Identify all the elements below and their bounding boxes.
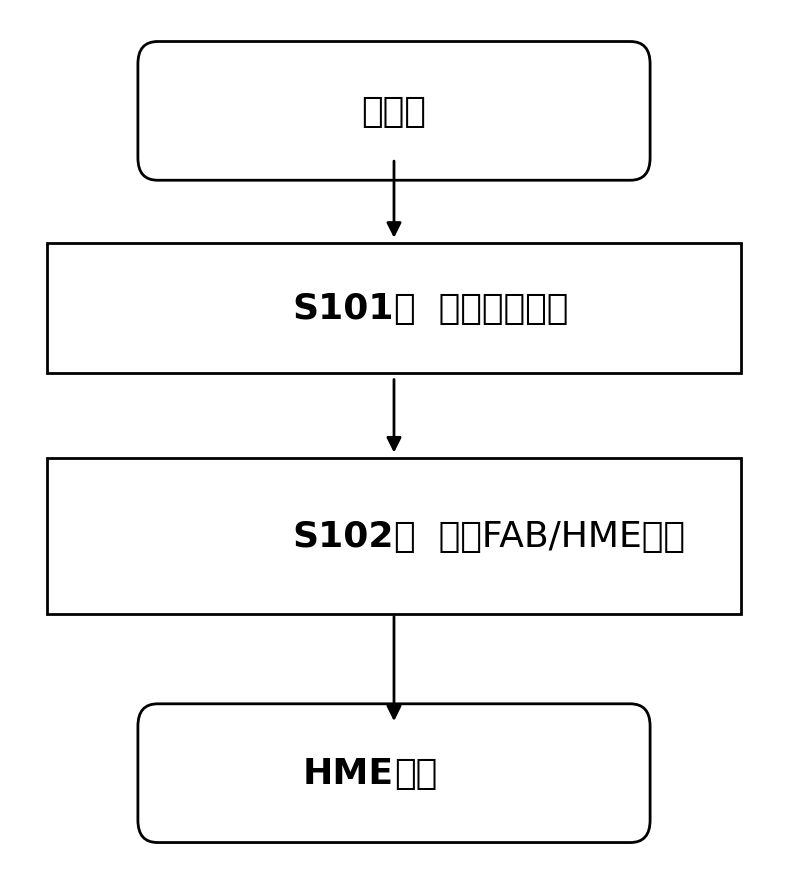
Text: S102: S102: [292, 519, 394, 553]
Text: ：  执行FAB/HME建模: ： 执行FAB/HME建模: [394, 519, 685, 553]
Bar: [47, 459, 741, 615]
Bar: [47, 243, 741, 374]
Text: 数据库: 数据库: [362, 95, 426, 129]
Text: 模型: 模型: [394, 756, 437, 790]
FancyBboxPatch shape: [138, 42, 650, 181]
Text: HME: HME: [303, 756, 394, 790]
Text: ：  执行特征提取: ： 执行特征提取: [394, 291, 568, 325]
FancyBboxPatch shape: [138, 704, 650, 842]
Text: S101: S101: [292, 291, 394, 325]
